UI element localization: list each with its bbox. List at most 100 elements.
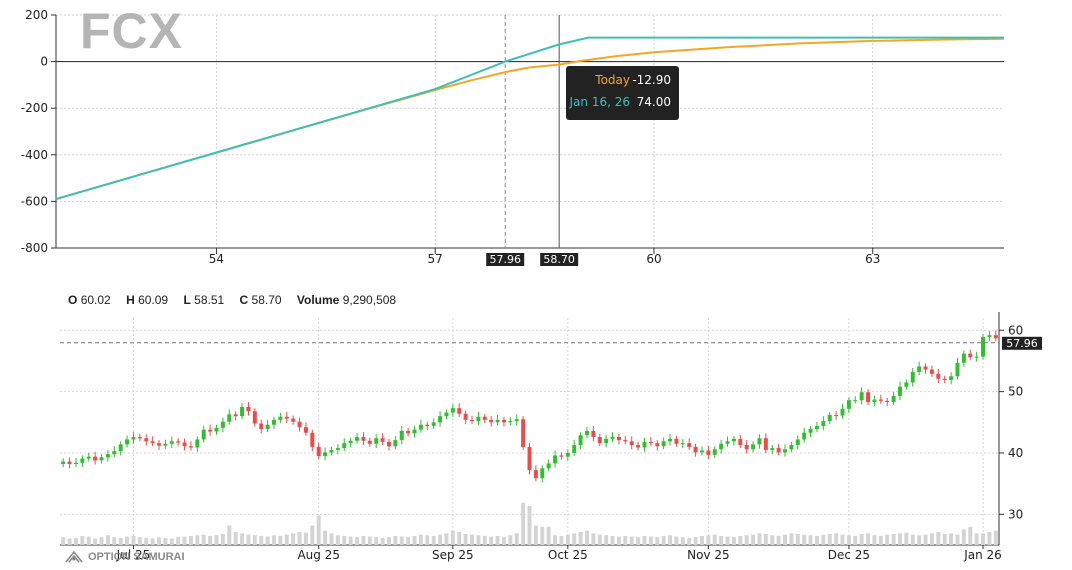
volume-bar <box>73 537 78 545</box>
volume-bar <box>412 535 417 545</box>
candle <box>233 414 238 417</box>
candle <box>751 444 756 450</box>
price-marker-label: 57.96 <box>489 253 521 266</box>
price-xtick-label: Oct 25 <box>548 548 588 562</box>
candle <box>99 457 104 461</box>
candle <box>572 444 577 453</box>
candle <box>846 400 851 409</box>
volume-bar <box>508 535 513 545</box>
volume-bar <box>533 525 538 545</box>
payoff-ytick-label: -200 <box>21 101 48 115</box>
close-value: 58.70 <box>251 293 282 307</box>
volume-bar <box>61 537 66 545</box>
price-ytick-label: 60 <box>1008 323 1023 337</box>
volume-bar <box>987 532 992 545</box>
candle <box>961 353 966 363</box>
volume-bar <box>252 535 257 545</box>
volume-bar <box>827 533 832 545</box>
volume-bar <box>942 533 947 545</box>
volume-bar <box>297 532 302 545</box>
volume-bar <box>725 536 730 545</box>
volume-bar <box>527 506 532 545</box>
candle <box>131 437 136 440</box>
candle <box>144 438 149 442</box>
high-value: 60.09 <box>138 293 169 307</box>
volume-bar <box>802 534 807 545</box>
candle <box>719 443 724 450</box>
candle <box>757 438 762 445</box>
volume-bar <box>482 535 487 545</box>
candle <box>610 437 615 439</box>
candle <box>706 450 711 455</box>
volume-bar <box>163 537 168 545</box>
candle <box>355 437 360 441</box>
candle <box>278 416 283 420</box>
candle <box>968 353 973 358</box>
tooltip-row-expiry: Jan 16, 26 74.00 <box>566 95 679 113</box>
volume-bar <box>105 535 110 545</box>
candle <box>431 422 436 426</box>
volume-bar <box>693 537 698 545</box>
volume-bar <box>763 533 768 545</box>
candle <box>904 382 909 387</box>
volume-bar <box>303 532 308 545</box>
volume-bar <box>393 535 398 545</box>
candle <box>412 429 417 434</box>
candle <box>783 449 787 453</box>
candle <box>169 441 174 444</box>
volume-bar <box>374 537 379 545</box>
candle <box>738 438 743 445</box>
candle <box>444 412 449 417</box>
candle <box>335 448 340 450</box>
volume-bar <box>176 537 181 545</box>
volume-bar <box>208 535 213 545</box>
volume-bar <box>572 533 577 545</box>
candle <box>361 437 366 441</box>
tooltip-today-label: Today <box>595 73 630 87</box>
payoff-ytick-label: -800 <box>21 241 48 255</box>
candle <box>521 419 526 447</box>
candle <box>450 408 455 413</box>
samurai-logo-icon <box>65 550 83 563</box>
brand-watermark: OPTION SAMURAI <box>64 550 185 564</box>
volume-bar <box>144 537 149 545</box>
candle <box>367 440 372 444</box>
volume-bar <box>789 533 794 545</box>
volume-bar <box>476 535 481 545</box>
candle <box>476 416 481 422</box>
candle <box>802 432 807 440</box>
candle <box>438 416 443 423</box>
volume-bar <box>450 530 455 545</box>
volume-bar <box>808 535 813 545</box>
candle <box>399 430 404 441</box>
volume-bar <box>616 536 621 545</box>
candle <box>246 406 251 412</box>
volume-bar <box>821 534 826 545</box>
volume-bar <box>923 534 928 545</box>
volume-bar <box>604 535 609 545</box>
candle <box>655 443 660 447</box>
candle <box>808 429 813 433</box>
volume-bar <box>214 535 219 545</box>
volume-bar <box>731 537 736 545</box>
candle <box>425 424 430 426</box>
candle <box>623 440 628 442</box>
payoff-xtick-label: 63 <box>865 252 880 266</box>
volume-bar <box>680 537 685 545</box>
candle <box>725 441 730 444</box>
volume-bar <box>457 532 462 545</box>
candle <box>891 395 896 403</box>
volume-bar <box>521 502 526 545</box>
volume-bar <box>67 538 72 545</box>
volume-bar <box>495 535 500 545</box>
payoff-ytick-label: -600 <box>21 194 48 208</box>
candle <box>559 455 564 457</box>
price-xtick-label: Nov 25 <box>687 548 730 562</box>
candle <box>789 444 794 450</box>
candle <box>470 419 474 422</box>
volume-bar <box>195 535 200 545</box>
volume-bar <box>936 532 941 545</box>
volume-bar <box>751 534 756 545</box>
volume-bar <box>559 535 564 545</box>
expiry-payoff-line <box>55 36 1004 201</box>
